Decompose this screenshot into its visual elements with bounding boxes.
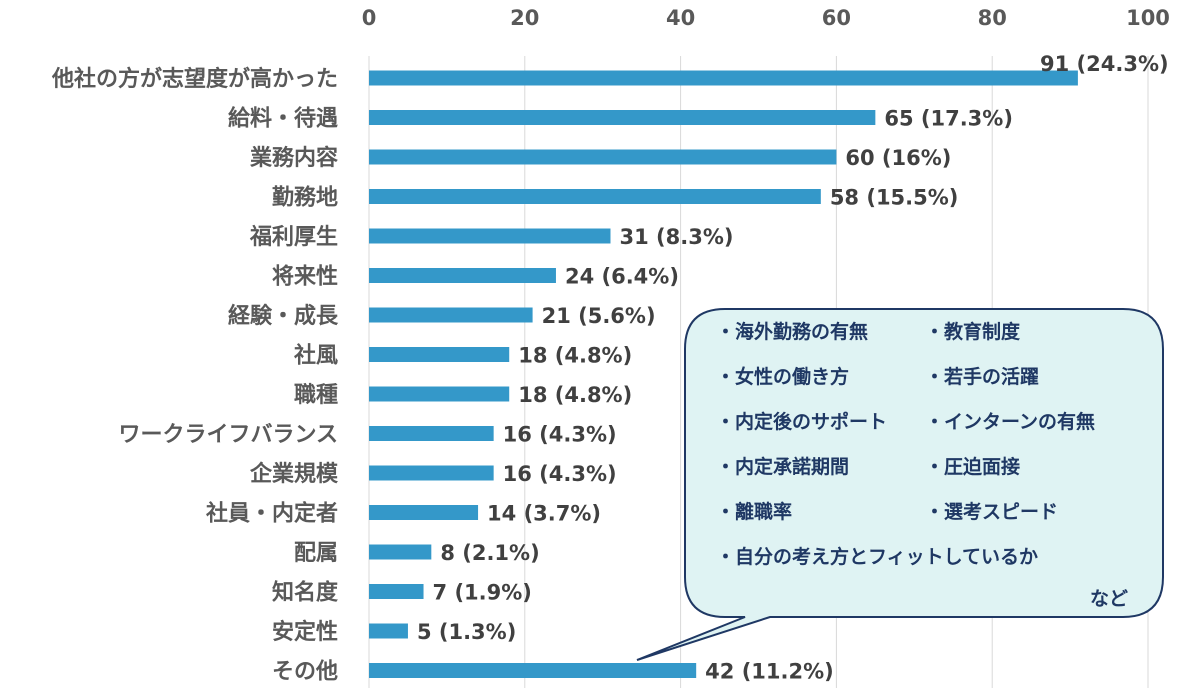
bar	[369, 584, 424, 599]
bar	[369, 70, 1078, 86]
bar	[369, 149, 837, 165]
callout-item: ・若手の活躍	[925, 365, 1039, 388]
callout-bubble: ・海外勤務の有無 ・教育制度・女性の働き方 ・若手の活躍・内定後のサポート ・インター…	[636, 308, 1164, 661]
category-label: 職種	[294, 382, 338, 408]
data-label: 60 (16%)	[845, 146, 951, 170]
x-tick-label: 60	[822, 6, 851, 30]
callout-footer: など	[1090, 588, 1128, 610]
bar	[369, 110, 876, 125]
x-tick-label: 40	[666, 6, 695, 30]
data-labels: 91 (24.3%) 65 (17.3%) 60 (16%) 58 (15.5%) 31…	[417, 52, 1169, 684]
category-label: 企業規模	[249, 461, 339, 487]
category-label: 他社の方が志望度が高かった	[51, 66, 338, 92]
data-label: 21 (5.6%)	[542, 304, 656, 328]
data-label: 16 (4.3%)	[503, 462, 617, 486]
data-label: 18 (4.8%)	[518, 344, 632, 368]
bar	[369, 505, 479, 520]
bar	[369, 347, 510, 362]
data-label: 5 (1.3%)	[417, 620, 516, 644]
category-label: 勤務地	[272, 185, 338, 211]
callout-item: ・自分の考え方とフィットしているか	[716, 545, 1038, 568]
category-label: 給料・待遇	[228, 106, 338, 132]
x-axis-ticks: 0 20 40 60 80 100	[362, 6, 1170, 30]
bars	[369, 70, 1078, 678]
bar	[369, 189, 821, 204]
callout-item: ・内定後のサポート	[716, 410, 887, 433]
bar	[369, 307, 533, 323]
callout-item: ・女性の働き方	[716, 365, 849, 388]
x-tick-label: 20	[510, 6, 539, 30]
bar	[369, 228, 611, 244]
bar	[369, 623, 408, 639]
bar	[369, 465, 494, 481]
data-label: 7 (1.9%)	[433, 581, 532, 605]
callout-item: ・インターンの有無	[925, 410, 1095, 433]
category-label: 将来性	[272, 264, 338, 290]
category-label: 福利厚生	[249, 225, 338, 250]
data-label: 58 (15.5%)	[830, 186, 959, 210]
callout-item: ・圧迫面接	[925, 455, 1020, 478]
data-label: 14 (3.7%)	[487, 502, 601, 526]
x-tick-label: 80	[978, 6, 1007, 30]
callout-item: ・海外勤務の有無	[716, 320, 868, 343]
callout-item: ・離職率	[716, 500, 792, 523]
category-label: 知名度	[272, 580, 339, 606]
category-label: 社員・内定者	[206, 501, 338, 527]
category-label: 社風	[294, 343, 338, 369]
data-label: 16 (4.3%)	[503, 423, 617, 447]
category-label: 業務内容	[250, 145, 338, 171]
category-label: その他	[272, 660, 338, 685]
callout-item: ・内定承諾期間	[716, 455, 849, 478]
category-labels: 他社の方が志望度が高かった給料・待遇業務内容勤務地福利厚生将来性経験・成長社風職…	[51, 66, 339, 685]
data-label: 18 (4.8%)	[518, 383, 632, 407]
data-label: 65 (17.3%)	[884, 107, 1013, 131]
data-label: 8 (2.1%)	[440, 541, 539, 565]
callout-shape	[636, 308, 1164, 661]
bar	[369, 386, 510, 402]
category-label: 経験・成長	[228, 303, 339, 329]
callout-item: ・教育制度	[925, 320, 1021, 343]
category-label: ワークライフバランス	[118, 423, 338, 448]
bar	[369, 426, 494, 441]
bar	[369, 268, 556, 283]
category-label: 配属	[294, 541, 338, 566]
bar	[369, 663, 697, 678]
category-label: 安定性	[272, 619, 338, 645]
data-label: 31 (8.3%)	[619, 225, 733, 249]
x-tick-label: 0	[362, 6, 377, 30]
callout-item: ・選考スピード	[925, 501, 1058, 523]
data-label: 91 (24.3%)	[1040, 52, 1169, 76]
bar	[369, 544, 432, 560]
data-label: 24 (6.4%)	[565, 265, 679, 289]
data-label: 42 (11.2%)	[705, 660, 834, 684]
x-tick-label: 100	[1126, 6, 1170, 30]
